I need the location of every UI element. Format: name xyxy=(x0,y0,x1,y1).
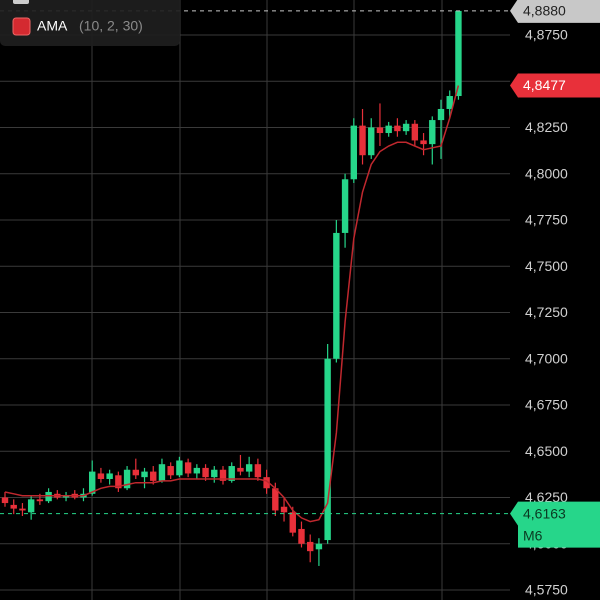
price-label: 4,8477 xyxy=(523,77,566,93)
candle-body xyxy=(228,466,235,481)
candle-body xyxy=(1,497,9,504)
candle-body xyxy=(141,471,148,478)
y-tick-label: 4,8000 xyxy=(525,165,568,181)
candle-body xyxy=(245,464,253,472)
candle-body xyxy=(202,467,209,478)
candle-body xyxy=(89,471,96,494)
candle-body xyxy=(97,473,105,480)
y-tick-label: 4,6250 xyxy=(525,489,568,505)
ama-line xyxy=(4,85,460,523)
candle-body xyxy=(158,464,166,481)
candle-body xyxy=(123,469,131,489)
candle-body xyxy=(350,125,357,180)
price-label-sub: M6 xyxy=(523,527,543,543)
candle-body xyxy=(376,127,384,134)
candle-body xyxy=(359,125,366,156)
candle-body xyxy=(385,125,392,134)
legend: AMA (10, 2, 30) xyxy=(0,0,180,46)
price-label-box xyxy=(510,501,600,548)
candle-body xyxy=(289,512,296,533)
legend-swatch-cut xyxy=(13,0,29,4)
candle-body xyxy=(333,232,340,359)
candle-body xyxy=(437,108,445,121)
candle-body xyxy=(176,460,183,476)
candle-body xyxy=(211,469,218,478)
y-tick-label: 4,6500 xyxy=(525,443,568,459)
candle-body xyxy=(298,528,305,544)
legend-box xyxy=(0,0,180,46)
grid xyxy=(0,0,510,600)
candle-body xyxy=(315,543,323,550)
legend-name: AMA xyxy=(37,18,68,34)
legend-params: (10, 2, 30) xyxy=(79,18,143,34)
y-tick-label: 4,7000 xyxy=(525,350,568,366)
candle-body xyxy=(19,508,26,511)
candle-body xyxy=(106,473,113,480)
candle-body xyxy=(368,127,375,156)
candle-body xyxy=(272,488,279,511)
candle-body xyxy=(27,499,35,513)
candle-body xyxy=(167,466,174,476)
y-tick-label: 4,6750 xyxy=(525,397,568,413)
candle-body xyxy=(402,123,410,132)
candle-body xyxy=(307,541,314,552)
candle-body xyxy=(411,123,419,141)
plot xyxy=(0,10,510,566)
candle-body xyxy=(36,499,44,502)
candle-body xyxy=(10,504,17,509)
candle-body xyxy=(263,477,270,489)
candle-body xyxy=(429,120,436,145)
candle-body xyxy=(324,358,331,541)
candle-body xyxy=(394,125,401,132)
candle-body xyxy=(280,506,288,513)
candle-body xyxy=(184,462,192,474)
candle-body xyxy=(62,495,70,498)
y-tick-label: 4,8250 xyxy=(525,119,568,135)
y-tick-label: 4,8750 xyxy=(525,27,568,43)
y-tick-label: 4,5750 xyxy=(525,582,568,598)
candle-body xyxy=(446,96,453,109)
candle-body xyxy=(115,475,122,489)
y-tick-label: 4,7750 xyxy=(525,212,568,228)
candle-body xyxy=(45,491,52,502)
candle-body xyxy=(193,467,201,474)
candle-body xyxy=(254,464,262,478)
candle-body xyxy=(455,10,462,97)
candle-body xyxy=(219,469,227,481)
price-label: 4,8880 xyxy=(523,3,566,19)
price-label-box xyxy=(510,73,600,98)
price-label-box xyxy=(510,0,600,23)
price-label: 4,6163 xyxy=(523,505,566,521)
y-tick-label: 4,7500 xyxy=(525,258,568,274)
legend-swatch xyxy=(12,17,31,36)
candle-body xyxy=(341,179,349,233)
candle-body xyxy=(420,140,427,145)
candle-body xyxy=(150,471,157,481)
candle-body xyxy=(237,467,244,472)
y-tick-label: 4,7250 xyxy=(525,304,568,320)
candle-body xyxy=(132,469,139,476)
